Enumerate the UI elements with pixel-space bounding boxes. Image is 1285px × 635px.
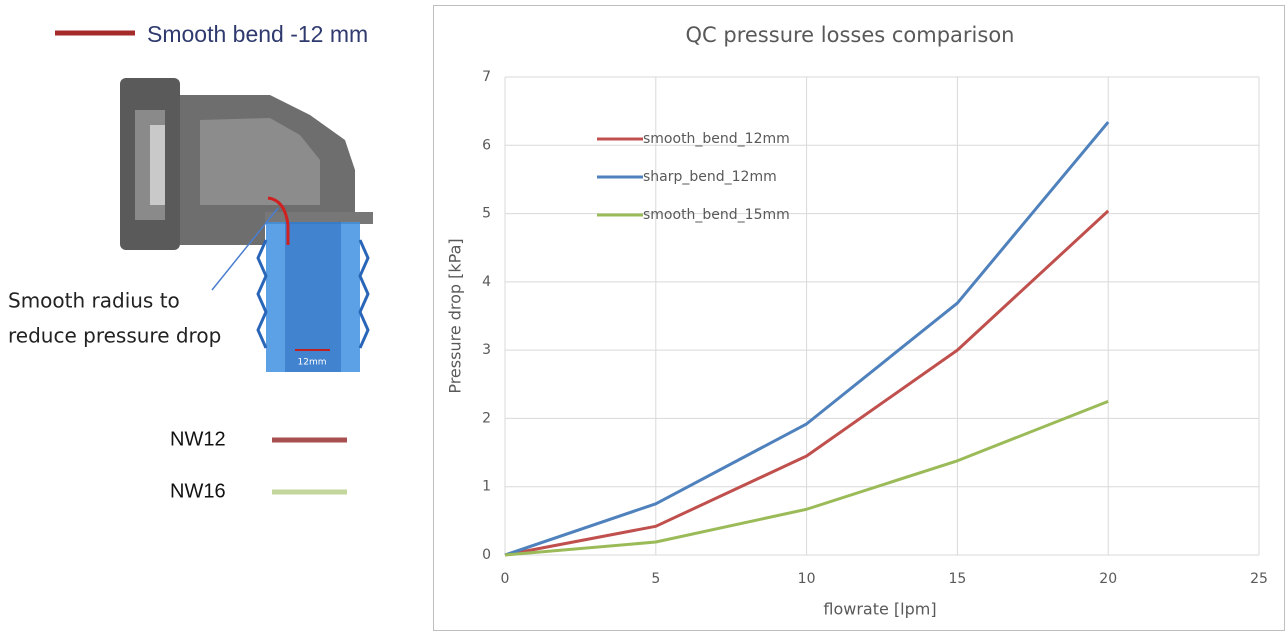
y-tick-label: 6 <box>482 137 491 153</box>
fitting-drawing: 12mm <box>120 78 373 372</box>
x-tick-label: 20 <box>1099 571 1117 587</box>
x-tick-label: 15 <box>948 571 966 587</box>
annotation-line: Smooth radius to <box>8 289 180 313</box>
y-tick-label: 7 <box>482 69 491 85</box>
chart-frame <box>433 5 1285 631</box>
y-tick-label: 2 <box>482 410 491 426</box>
legend-label: smooth_bend_15mm <box>643 207 790 223</box>
legend-label: smooth_bend_12mm <box>643 131 790 147</box>
legend-label: NW16 <box>170 480 226 502</box>
left-panel: Smooth bend -12 mm 12mm Smooth radius to… <box>8 21 373 502</box>
y-tick-label: 5 <box>482 206 491 222</box>
x-tick-label: 5 <box>651 571 660 587</box>
left-legend: NW12 NW16 <box>170 428 347 502</box>
y-tick-label: 3 <box>482 342 491 358</box>
legend-label: NW12 <box>170 428 226 450</box>
chart-title: QC pressure losses comparison <box>686 23 1015 47</box>
chart: 0 1 2 3 4 5 6 7 0 5 10 15 20 25 smooth_bend_12mm sharp_… <box>482 69 1268 587</box>
data-line <box>504 121 1110 557</box>
x-tick-label: 0 <box>501 571 510 587</box>
x-tick-label: 25 <box>1250 571 1268 587</box>
y-tick-label: 4 <box>482 274 491 290</box>
y-tick-label: 1 <box>482 479 491 495</box>
data-line <box>504 209 1110 557</box>
panel-title: Smooth bend -12 mm <box>147 21 368 47</box>
y-tick-label: 0 <box>482 547 491 563</box>
y-axis-label: Pressure drop [kPa] <box>446 238 465 393</box>
annotation-line: reduce pressure drop <box>8 324 221 348</box>
dimension-label: 12mm <box>298 358 327 368</box>
legend-label: sharp_bend_12mm <box>643 169 777 185</box>
data-line <box>504 399 1109 557</box>
x-tick-label: 10 <box>798 571 816 587</box>
x-axis-label: flowrate [lpm] <box>823 600 936 619</box>
